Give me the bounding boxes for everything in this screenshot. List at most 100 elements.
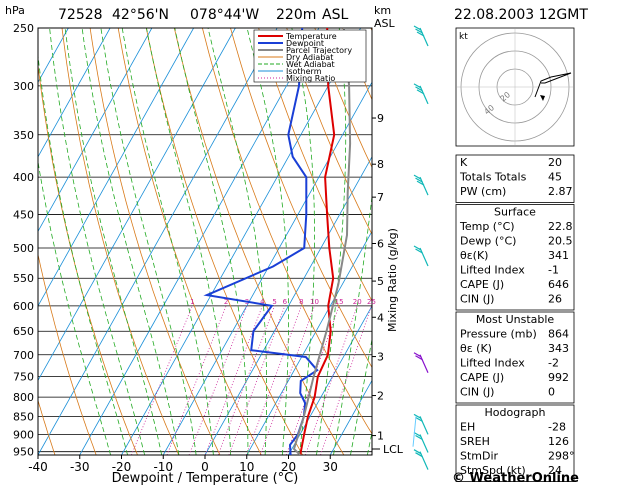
station-id: 72528 bbox=[58, 7, 103, 23]
dry-adiabat bbox=[568, 28, 629, 455]
wind-barb-flag bbox=[416, 180, 425, 186]
pressure-tick-label: 250 bbox=[13, 22, 34, 35]
legend-entry: Wet Adiabat bbox=[286, 60, 335, 69]
pressure-tick-label: 400 bbox=[13, 171, 34, 184]
mixing-ratio-line bbox=[217, 305, 276, 455]
table-value: 24 bbox=[548, 464, 562, 477]
table-label: Dewp (°C) bbox=[460, 235, 516, 248]
table-value: -1 bbox=[548, 264, 559, 277]
isotherm-line bbox=[288, 305, 372, 455]
wind-barb bbox=[413, 25, 429, 47]
dry-adiabat bbox=[145, 28, 303, 455]
table-label: Lifted Index bbox=[460, 357, 525, 370]
legend-entry: Dry Adiabat bbox=[286, 53, 333, 62]
isotherm-line bbox=[38, 28, 153, 233]
table-label: Temp (°C) bbox=[459, 220, 515, 233]
mixing-ratio-axis-title: Mixing Ratio (g/kg) bbox=[386, 228, 399, 332]
table-label: PW (cm) bbox=[460, 185, 506, 198]
mixing-ratio-label: 25 bbox=[367, 298, 376, 306]
hodograph-unit: kt bbox=[459, 32, 468, 42]
dry-adiabat bbox=[117, 28, 262, 455]
table-value: 2.87 bbox=[548, 185, 573, 198]
table-value: 992 bbox=[548, 371, 569, 384]
table-label: StmDir bbox=[460, 450, 499, 463]
dry-adiabat bbox=[202, 28, 372, 435]
legend-entry: Isotherm bbox=[286, 67, 322, 76]
mixing-ratio-label: 20 bbox=[353, 298, 362, 306]
table-value: 20 bbox=[548, 156, 562, 169]
table-value: 646 bbox=[548, 278, 569, 291]
mixing-ratio-label: 15 bbox=[335, 298, 344, 306]
table-box bbox=[455, 154, 575, 203]
wet-adiabat bbox=[350, 337, 372, 455]
table-title: Hodograph bbox=[485, 406, 546, 419]
pressure-tick-label: 900 bbox=[13, 429, 34, 442]
pressure-tick-label: 600 bbox=[13, 300, 34, 313]
dry-adiabat bbox=[61, 28, 180, 455]
temp-tick-label: 30 bbox=[323, 460, 338, 474]
km-tick-label: 1 bbox=[377, 430, 384, 443]
wet-adiabat bbox=[64, 28, 163, 455]
mixing-ratio-label: 5 bbox=[272, 298, 276, 306]
isotherm-line bbox=[121, 28, 361, 455]
mixing-ratio-label: 4 bbox=[260, 298, 265, 306]
mixing-ratio-line bbox=[259, 305, 315, 455]
table-box bbox=[455, 311, 575, 404]
wet-adiabat bbox=[100, 28, 197, 455]
table-label: CAPE (J) bbox=[460, 371, 504, 384]
wind-barb-flag bbox=[415, 355, 423, 361]
wet-adiabat bbox=[49, 28, 145, 455]
wind-barb-flag bbox=[413, 25, 422, 31]
wind-barb bbox=[413, 352, 429, 374]
mixing-ratio-line bbox=[188, 305, 248, 455]
km-tick-label: 4 bbox=[377, 311, 384, 324]
isotherm-line bbox=[38, 28, 69, 84]
dry-adiabat bbox=[38, 398, 56, 455]
legend-entry: Dewpoint bbox=[286, 39, 324, 48]
table-value: 341 bbox=[548, 249, 569, 262]
hpa-axis-title: hPa bbox=[5, 4, 25, 17]
isotherm-line bbox=[204, 155, 372, 455]
wind-barb-staff bbox=[419, 85, 429, 105]
mixing-ratio-labels: 1 2 3 4 5 6 8 10 15 20 25 bbox=[190, 298, 376, 306]
dry-adiabat bbox=[624, 28, 629, 455]
sounding-series bbox=[203, 28, 352, 455]
dry-adiabat bbox=[596, 28, 629, 455]
dry-adiabat bbox=[258, 28, 372, 302]
table-label: EH bbox=[460, 421, 475, 434]
km-tick-label: 7 bbox=[377, 191, 384, 204]
pressure-tick-label: 650 bbox=[13, 325, 34, 338]
station-lat: 42°56'N bbox=[112, 7, 169, 23]
wind-barb-flag bbox=[416, 89, 425, 95]
pressure-tick-label: 300 bbox=[13, 80, 34, 93]
table-label: Totals Totals bbox=[459, 171, 527, 184]
storm-motion-marker bbox=[540, 95, 545, 101]
station-elevation: 220m bbox=[276, 7, 316, 23]
table-value: 126 bbox=[548, 435, 569, 448]
wind-barb-flag bbox=[413, 431, 422, 438]
isotherm-line bbox=[329, 379, 372, 455]
pressure-tick-label: 950 bbox=[13, 446, 34, 459]
plot-frame bbox=[37, 27, 373, 456]
table-label: K bbox=[460, 156, 468, 169]
series-temperature bbox=[299, 28, 336, 455]
pressure-tick-label: 450 bbox=[13, 209, 34, 222]
legend-entry: Temperature bbox=[285, 32, 337, 41]
dry-adiabat bbox=[314, 28, 372, 169]
table-label: CIN (J) bbox=[460, 293, 494, 306]
isotherm-line bbox=[38, 28, 236, 382]
table-value: 0 bbox=[548, 386, 555, 399]
pressure-tick-label: 500 bbox=[13, 242, 34, 255]
pressure-tick-label: 750 bbox=[13, 371, 34, 384]
sounding-datetime: 22.08.2003 12GMT bbox=[454, 7, 588, 23]
table-value: 343 bbox=[548, 342, 569, 355]
dry-adiabat bbox=[0, 28, 14, 455]
table-title: Surface bbox=[494, 206, 536, 219]
table-label: StmSpd (kt) bbox=[460, 464, 526, 477]
table-label: θε(K) bbox=[460, 249, 488, 262]
legend-entry: Parcel Trajectory bbox=[286, 46, 352, 55]
wet-adiabat bbox=[121, 28, 214, 455]
mixing-ratio-label: 10 bbox=[310, 298, 319, 306]
